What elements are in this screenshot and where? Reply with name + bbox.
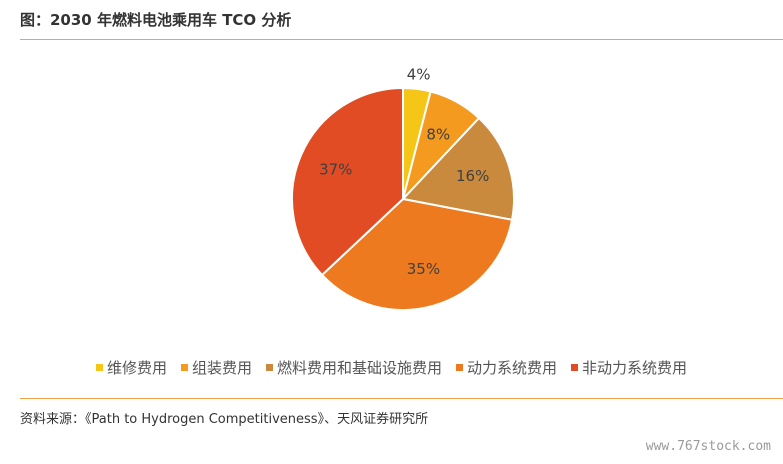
chart-legend: 维修费用 组装费用 燃料费用和基础设施费用 动力系统费用 非动力系统费用	[0, 357, 783, 378]
watermark: www.767stock.com	[645, 439, 771, 454]
pie-chart: 4% 8% 16% 35% 37%	[291, 65, 515, 311]
pie-slice-4	[320, 197, 514, 311]
legend-swatch	[95, 364, 103, 371]
pie-slice-5	[291, 86, 404, 277]
legend-item-5: 非动力系统费用	[571, 357, 687, 378]
legend-item-3: 燃料费用和基础设施费用	[265, 357, 442, 378]
legend-item-1: 维修费用	[95, 357, 167, 378]
legend-swatch	[265, 364, 273, 371]
data-label-1: 4%	[407, 65, 431, 83]
data-label-2: 8%	[426, 125, 450, 143]
title-divider	[20, 39, 783, 40]
legend-item-4: 动力系统费用	[456, 357, 557, 378]
pie-slice-3	[401, 116, 515, 221]
footer-divider	[20, 398, 783, 399]
legend-label: 燃料费用和基础设施费用	[276, 359, 442, 377]
legend-label: 动力系统费用	[467, 359, 558, 377]
data-label-4: 35%	[407, 260, 440, 278]
source-note: 资料来源：《Path to Hydrogen Competitiveness》、…	[20, 412, 429, 427]
legend-label: 维修费用	[106, 359, 167, 377]
data-label-3: 16%	[456, 167, 489, 185]
data-label-5: 37%	[319, 160, 352, 178]
legend-item-2: 组装费用	[180, 357, 252, 378]
legend-swatch	[180, 364, 188, 371]
legend-label: 组装费用	[191, 359, 252, 377]
legend-swatch	[456, 364, 463, 371]
legend-swatch	[571, 364, 579, 371]
legend-label: 非动力系统费用	[582, 359, 688, 377]
chart-title: 图：2030 年燃料电池乘用车 TCO 分析	[20, 11, 292, 29]
